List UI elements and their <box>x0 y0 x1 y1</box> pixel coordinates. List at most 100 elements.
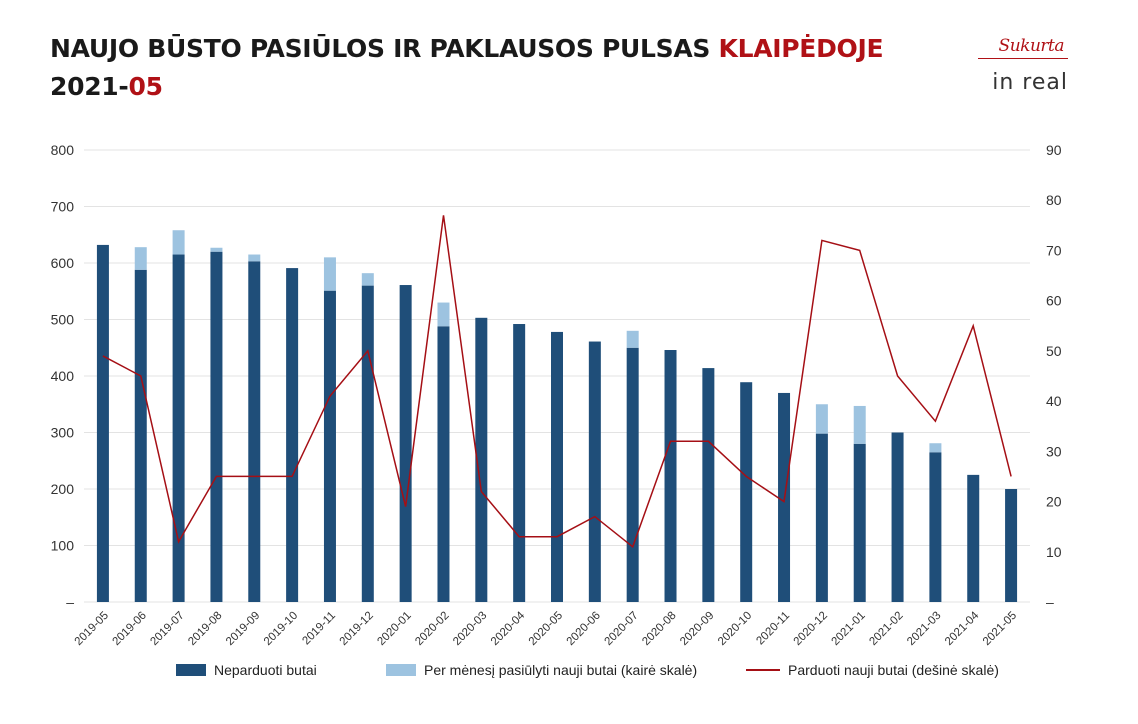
bar-offered <box>361 273 374 286</box>
title-main: NAUJO BŪSTO PASIŪLOS IR PAKLAUSOS PULSAS <box>50 34 719 63</box>
x-axis-tick-label: 2020-11 <box>754 610 792 648</box>
legend-label-offered: Per mėnesį pasiūlyti nauji butai (kairė … <box>424 662 698 678</box>
bar-offered <box>815 404 828 434</box>
bar-unsold <box>551 331 563 602</box>
right-axis-tick-label: 10 <box>1046 544 1062 560</box>
chart-title: NAUJO BŪSTO PASIŪLOS IR PAKLAUSOS PULSAS… <box>50 30 884 106</box>
left-axis-tick-label: 600 <box>51 255 75 271</box>
bar-offered <box>853 405 866 444</box>
legend-line-sold <box>746 669 780 671</box>
left-axis-tick-label: 800 <box>51 142 75 158</box>
bar-offered <box>323 257 336 291</box>
right-axis-tick-label: 30 <box>1046 443 1062 459</box>
bar-unsold <box>96 244 109 603</box>
bar-unsold <box>475 317 488 602</box>
logo-sukurta-text: Sukurta <box>998 36 1065 56</box>
x-axis-tick-label: 2020-08 <box>640 610 678 648</box>
x-axis-tick-label: 2020-12 <box>792 610 830 648</box>
legend-item-offered: Per mėnesį pasiūlyti nauji butai (kairė … <box>386 662 697 678</box>
bar-unsold <box>1005 489 1018 602</box>
right-axis-tick-label: 90 <box>1046 142 1062 158</box>
title-line-2: 2021-05 <box>50 68 883 106</box>
bar-unsold <box>815 433 828 602</box>
x-axis-tick-label: 2019-08 <box>186 610 224 648</box>
logo-inreal-text: in real <box>992 70 1068 95</box>
bar-unsold <box>172 254 185 602</box>
bar-offered <box>437 302 450 327</box>
right-axis-tick-label: 80 <box>1046 192 1062 208</box>
legend-label-sold: Parduoti nauji butai (dešinė skalė) <box>788 662 999 678</box>
left-axis-tick-label: 700 <box>51 199 75 215</box>
bar-unsold <box>134 269 147 602</box>
bar-unsold <box>853 443 866 602</box>
bar-unsold <box>248 261 261 602</box>
bar-unsold <box>626 347 639 602</box>
left-axis-tick-label: 100 <box>51 538 75 554</box>
bar-unsold <box>286 268 299 602</box>
left-axis-tick-label: 400 <box>51 368 75 384</box>
left-axis-tick-label: 200 <box>51 481 75 497</box>
title-period-month: 05 <box>128 72 163 101</box>
right-axis-tick-label: – <box>1046 594 1054 610</box>
bar-unsold <box>588 341 601 602</box>
x-axis-tick-label: 2020-04 <box>489 609 528 648</box>
right-axis-tick-label: 40 <box>1046 393 1062 409</box>
logo-divider <box>978 58 1068 59</box>
x-axis-tick-label: 2020-07 <box>602 610 640 648</box>
title-line-1: NAUJO BŪSTO PASIŪLOS IR PAKLAUSOS PULSAS… <box>50 30 884 68</box>
right-axis-tick-label: 60 <box>1046 293 1062 309</box>
x-axis-tick-label: 2019-11 <box>300 610 338 648</box>
x-axis-tick-label: 2019-09 <box>224 610 262 648</box>
x-axis-tick-label: 2021-04 <box>943 609 982 648</box>
bar-unsold <box>513 324 526 602</box>
title-period-year: 2021- <box>50 72 129 101</box>
title-city: KLAIPĖDOJE <box>718 34 884 63</box>
bar-offered <box>134 247 147 270</box>
chart-legend: Neparduoti butai Per mėnesį pasiūlyti na… <box>0 662 1138 684</box>
bar-offered <box>929 443 942 453</box>
legend-label-unsold: Neparduoti butai <box>214 662 317 678</box>
bar-unsold <box>664 350 677 602</box>
legend-item-unsold: Neparduoti butai <box>176 662 317 678</box>
bar-unsold <box>210 251 223 602</box>
legend-swatch-offered <box>386 664 416 676</box>
right-axis-tick-label: 20 <box>1046 494 1062 510</box>
x-axis-tick-label: 2020-02 <box>413 610 451 648</box>
right-axis-tick-label: 70 <box>1046 242 1062 258</box>
bar-offered <box>172 230 185 255</box>
brand-logo: Sukurta in real <box>978 36 1068 100</box>
x-axis-tick-label: 2020-09 <box>678 610 716 648</box>
x-axis-tick-label: 2019-12 <box>338 610 376 648</box>
bar-unsold <box>891 432 904 602</box>
left-axis-tick-label: 500 <box>51 312 75 328</box>
x-axis-tick-label: 2019-10 <box>262 610 300 648</box>
legend-swatch-unsold <box>176 664 206 676</box>
x-axis-tick-label: 2021-01 <box>830 610 868 648</box>
bar-offered <box>248 254 261 262</box>
bar-unsold <box>361 285 374 602</box>
bar-unsold <box>437 326 450 602</box>
bar-unsold <box>740 382 753 602</box>
bar-unsold <box>323 290 336 602</box>
x-axis-tick-label: 2021-02 <box>867 610 905 648</box>
x-axis-tick-label: 2020-10 <box>716 610 754 648</box>
bar-unsold <box>929 452 942 602</box>
x-axis-tick-label: 2021-03 <box>905 610 943 648</box>
x-axis-tick-label: 2021-05 <box>981 610 1019 648</box>
x-axis-tick-label: 2020-05 <box>527 610 565 648</box>
bar-offered <box>626 330 639 348</box>
x-axis-tick-label: 2020-03 <box>451 610 489 648</box>
x-axis-tick-label: 2019-05 <box>73 610 111 648</box>
bar-offered <box>210 247 223 252</box>
x-axis-tick-label: 2020-06 <box>565 610 603 648</box>
bar-unsold <box>399 285 412 602</box>
left-axis-tick-label: – <box>66 594 74 610</box>
chart-canvas: – 100 200 300 400 500 600 700 800 – 10 20 30 40 50 60 70… <box>51 142 1062 648</box>
right-axis-tick-label: 50 <box>1046 343 1062 359</box>
x-axis-tick-label: 2019-06 <box>111 610 149 648</box>
x-axis-tick-label: 2020-01 <box>375 610 413 648</box>
bar-unsold <box>967 474 980 602</box>
bar-unsold <box>702 368 715 602</box>
x-axis-tick-label: 2019-07 <box>148 610 186 648</box>
line-sold <box>102 215 1012 549</box>
